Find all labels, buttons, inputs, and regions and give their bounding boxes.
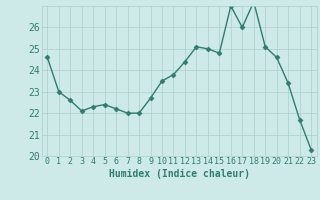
X-axis label: Humidex (Indice chaleur): Humidex (Indice chaleur)	[109, 169, 250, 179]
